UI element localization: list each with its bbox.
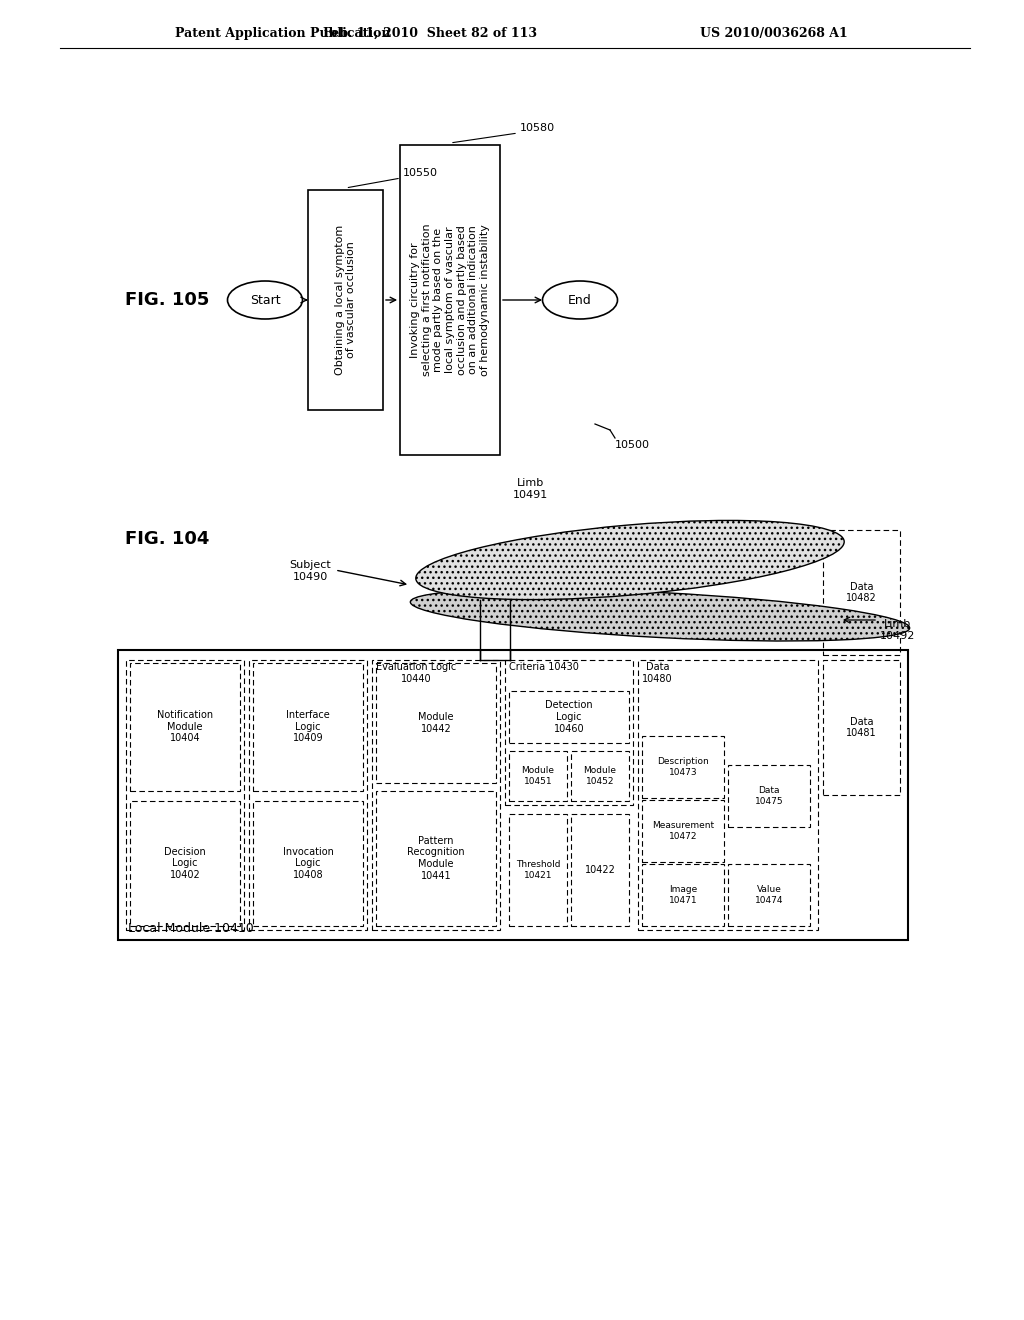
Text: Criteria 10430: Criteria 10430 [509,663,579,672]
Bar [505,660,633,805]
Bar [249,660,367,931]
Text: Description
10473: Description 10473 [657,758,709,776]
Bar [509,814,567,927]
Bar [823,660,900,795]
Text: FIG. 104: FIG. 104 [125,531,209,548]
Text: End: End [568,293,592,306]
Bar [400,145,500,455]
Bar [509,751,567,801]
Bar [823,531,900,655]
Text: Patent Application Publication: Patent Application Publication [175,26,390,40]
Bar [509,690,629,743]
Text: Measurement
10472: Measurement 10472 [652,821,714,841]
Text: FIG. 105: FIG. 105 [125,290,209,309]
Text: 10580: 10580 [520,123,555,133]
Bar [253,800,362,927]
Text: Module
10452: Module 10452 [584,767,616,785]
Text: Pattern
Recognition
Module
10441: Pattern Recognition Module 10441 [408,836,465,880]
Bar [642,737,724,799]
Text: Limb
10492: Limb 10492 [880,619,915,640]
Bar [118,649,908,940]
Text: Invoking circuitry for
selecting a first notification
mode partly based on the
l: Invoking circuitry for selecting a first… [411,223,489,376]
Text: 10422: 10422 [585,865,615,875]
Text: Threshold
10421: Threshold 10421 [516,861,560,879]
Bar [376,663,496,783]
Text: Limb
10491: Limb 10491 [512,478,548,500]
Text: Data
10480: Data 10480 [642,663,673,684]
Text: Data
10475: Data 10475 [755,787,783,805]
Text: Image
10471: Image 10471 [669,886,697,904]
Text: 10550: 10550 [403,168,438,178]
Text: 10500: 10500 [615,440,650,450]
Text: Data
10482: Data 10482 [846,582,877,603]
Bar [642,865,724,927]
Text: Evaluation Logic
10440: Evaluation Logic 10440 [376,663,457,684]
Bar [728,865,810,927]
Text: Decision
Logic
10402: Decision Logic 10402 [164,846,206,880]
Bar [130,800,240,927]
Bar [571,814,629,927]
Bar [376,791,496,927]
Bar [126,660,244,931]
Ellipse shape [416,520,844,599]
Bar [728,766,810,828]
Text: Interface
Logic
10409: Interface Logic 10409 [286,710,330,743]
Bar [642,800,724,862]
Bar [253,663,362,791]
Text: Data
10481: Data 10481 [846,717,877,738]
Bar [130,663,240,791]
Text: Start: Start [250,293,281,306]
Bar [308,190,383,411]
Text: Module
10442: Module 10442 [418,711,454,734]
Text: Local Module 10410: Local Module 10410 [128,921,254,935]
Ellipse shape [543,281,617,319]
Text: Detection
Logic
10460: Detection Logic 10460 [545,701,593,734]
Bar [372,660,500,931]
Text: Notification
Module
10404: Notification Module 10404 [157,710,213,743]
Ellipse shape [411,589,909,642]
Ellipse shape [227,281,302,319]
Text: Subject
10490: Subject 10490 [289,560,331,582]
Bar [571,751,629,801]
Bar [638,660,818,931]
Text: Value
10474: Value 10474 [755,886,783,904]
Text: US 2010/0036268 A1: US 2010/0036268 A1 [700,26,848,40]
Text: Module
10451: Module 10451 [521,767,555,785]
Text: Invocation
Logic
10408: Invocation Logic 10408 [283,846,334,880]
Text: Obtaining a local symptom
of vascular occlusion: Obtaining a local symptom of vascular oc… [335,224,356,375]
Text: Feb. 11, 2010  Sheet 82 of 113: Feb. 11, 2010 Sheet 82 of 113 [323,26,537,40]
